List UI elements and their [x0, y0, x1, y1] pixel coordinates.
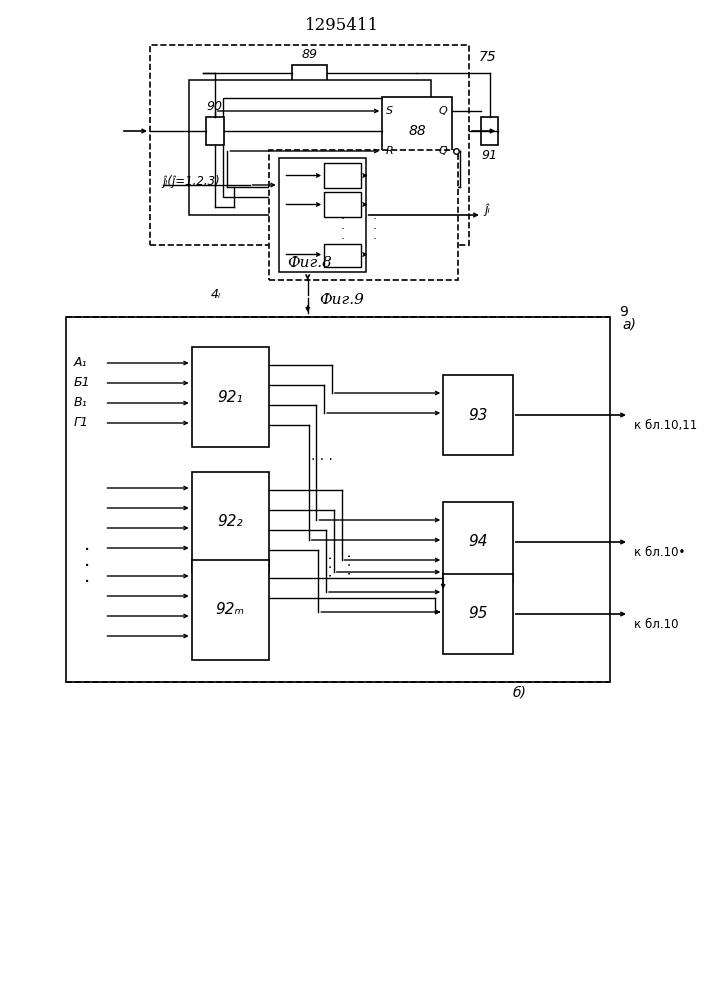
Text: б): б)	[513, 686, 527, 700]
Text: 4ᵢ: 4ᵢ	[211, 288, 221, 302]
Text: 88: 88	[408, 124, 426, 138]
Text: к бл.10: к бл.10	[633, 617, 678, 631]
Text: S: S	[386, 106, 393, 116]
Bar	[382, 97, 452, 165]
Text: 1295411: 1295411	[305, 16, 379, 33]
Text: а): а)	[622, 317, 636, 331]
Bar	[150, 45, 469, 245]
Text: 89: 89	[302, 48, 317, 61]
Bar	[443, 574, 513, 654]
Bar	[192, 472, 269, 572]
Bar	[206, 117, 223, 145]
Text: 95: 95	[468, 606, 488, 621]
Bar	[324, 163, 361, 188]
Text: Фиг.9: Фиг.9	[319, 293, 364, 307]
Text: ·
·
·: · · ·	[373, 213, 376, 246]
Text: ·
·
·: · · ·	[341, 213, 344, 246]
Bar	[292, 65, 327, 81]
Text: 75: 75	[479, 50, 497, 64]
Text: Q: Q	[438, 106, 447, 116]
Text: 92₂: 92₂	[218, 514, 243, 530]
Bar	[481, 117, 498, 145]
Bar	[269, 150, 457, 280]
Text: A₁: A₁	[74, 357, 87, 369]
Text: 90: 90	[206, 100, 223, 113]
Text: B₁: B₁	[74, 396, 87, 410]
Text: · · ·: · · ·	[325, 555, 339, 577]
Text: 92₁: 92₁	[218, 389, 243, 404]
Bar	[443, 375, 513, 455]
Text: 9: 9	[619, 305, 628, 319]
Text: ĵᵢ: ĵᵢ	[485, 202, 491, 216]
Text: к бл.10,11: к бл.10,11	[633, 418, 697, 432]
Text: Г1: Г1	[74, 416, 88, 430]
Text: к бл.10•: к бл.10•	[633, 546, 685, 558]
Text: Фиг.8: Фиг.8	[287, 256, 332, 270]
Bar	[192, 560, 269, 660]
Text: Q̅: Q̅	[438, 146, 447, 156]
Text: 93: 93	[468, 408, 488, 422]
Text: · · ·: · · ·	[344, 553, 358, 575]
Bar	[189, 80, 431, 215]
Bar	[192, 347, 269, 447]
Bar	[223, 98, 397, 197]
Bar	[279, 158, 366, 272]
Text: ·
·
·: · · ·	[84, 540, 90, 591]
Text: 94: 94	[468, 534, 488, 550]
Text: R: R	[386, 146, 394, 156]
Text: 92ₘ: 92ₘ	[216, 602, 245, 617]
Text: · · ·: · · ·	[311, 452, 333, 466]
Bar	[443, 502, 513, 582]
Text: Б1: Б1	[74, 376, 90, 389]
Bar	[324, 192, 361, 217]
Bar	[324, 244, 361, 267]
Text: ĵᵢ(ĵ=1,2,3): ĵᵢ(ĵ=1,2,3)	[163, 176, 221, 188]
Bar	[66, 317, 609, 682]
Text: 91: 91	[481, 149, 498, 162]
